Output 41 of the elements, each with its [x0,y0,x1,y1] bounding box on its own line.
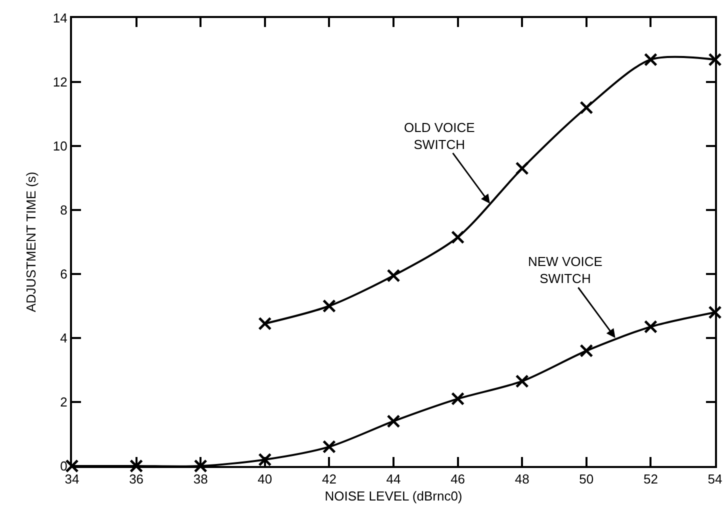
x-tick-label: 42 [322,472,336,487]
y-tick-label: 6 [60,266,68,282]
x-tick-label: 38 [193,472,208,487]
x-tick-label: 40 [258,472,272,487]
x-tick-label: 52 [643,472,658,487]
x-tick-label: 48 [514,472,530,487]
point [708,306,722,320]
y-tick-label: 0 [60,458,68,474]
point [386,268,400,282]
x-axis-title: NOISE LEVEL (dBrnc0) [324,488,462,504]
point [515,162,529,176]
point [322,299,336,313]
point [130,459,144,473]
x-tick-label: 36 [129,472,144,487]
point [580,344,594,358]
y-axis-title: ADJUSTMENT TIME (s) [23,172,38,312]
x-tick-label: 46 [450,472,466,487]
x-tick-label: 54 [708,472,722,487]
point [515,374,529,388]
point [258,316,272,330]
y-tick-label: 4 [60,330,68,346]
point [708,52,722,66]
point [194,459,208,473]
point [644,320,658,334]
y-tick-label: 10 [52,138,68,154]
point [580,100,594,114]
x-tick-label: 44 [386,472,401,487]
point [451,392,465,406]
y-tick-label: 12 [52,74,68,90]
point [451,230,465,244]
annotation: NEW VOICE SWITCH [528,254,603,286]
y-tick-label: 8 [60,202,68,218]
point [258,452,272,466]
x-tick-label: 50 [579,472,594,487]
point [386,414,400,428]
y-tick-label: 14 [52,10,68,26]
point [322,440,336,454]
y-tick-label: 2 [60,394,68,410]
point [644,52,658,66]
annotation: OLD VOICE SWITCH [404,120,476,152]
x-tick-label: 34 [64,472,80,487]
